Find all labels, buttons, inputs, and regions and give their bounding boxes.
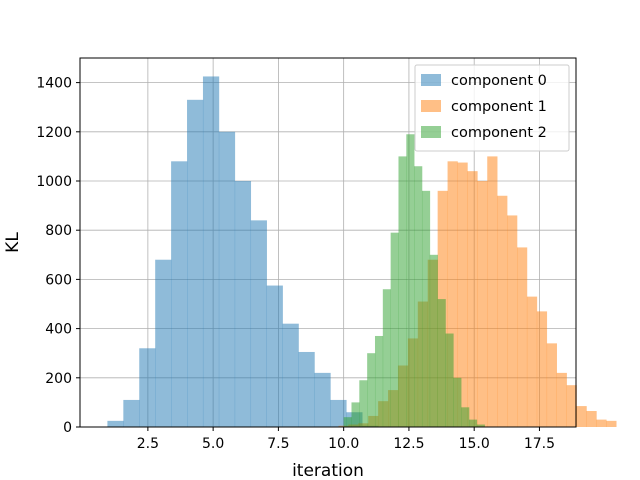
x-tick-label: 17.5 xyxy=(524,436,555,452)
histogram-bar xyxy=(421,190,431,427)
histogram-bar xyxy=(487,156,498,427)
x-tick-label: 5.0 xyxy=(202,436,224,452)
histogram-bar xyxy=(218,131,236,428)
legend-swatch xyxy=(421,126,441,138)
y-axis: 0 200 400 600 800 1000 1200 1400 xyxy=(36,76,80,436)
histogram-bar xyxy=(330,399,347,427)
histogram-bar xyxy=(461,407,470,427)
x-tick-label: 15.0 xyxy=(459,436,490,452)
histogram-bar xyxy=(556,372,567,427)
plot-frame xyxy=(79,57,577,428)
histogram-bar xyxy=(576,406,587,427)
x-axis: 2.5 5.0 7.5 10.0 12.5 15.0 17.5 xyxy=(137,427,555,452)
histogram-bar xyxy=(338,425,349,427)
histogram-bar xyxy=(453,377,462,427)
histogram-bar xyxy=(437,299,446,427)
histogram-bar xyxy=(187,99,204,427)
histogram-bar xyxy=(382,289,391,427)
histogram-bar xyxy=(517,247,528,427)
legend-label: component 1 xyxy=(451,99,547,115)
y-tick-label: 1400 xyxy=(36,76,72,92)
series-0 xyxy=(107,76,379,428)
histogram-bar xyxy=(282,323,299,427)
histogram-bar xyxy=(202,76,220,427)
series-2 xyxy=(343,134,485,428)
histogram-bar xyxy=(343,417,352,427)
histogram-bar xyxy=(467,171,478,427)
x-tick-label: 2.5 xyxy=(137,436,159,452)
y-tick-label: 0 xyxy=(63,420,72,436)
histogram-bar xyxy=(476,424,485,427)
legend-label: component 0 xyxy=(451,73,547,89)
histogram-bar xyxy=(429,254,438,427)
histogram-bar xyxy=(447,161,458,427)
x-tick-label: 7.5 xyxy=(267,436,289,452)
histogram-bar xyxy=(314,372,331,427)
y-tick-label: 1000 xyxy=(36,174,72,190)
histogram-bar xyxy=(390,232,399,427)
histogram-bar xyxy=(445,333,454,427)
histogram-bar xyxy=(359,380,368,427)
histogram-bar xyxy=(536,311,548,427)
histogram-bar xyxy=(374,335,384,427)
legend-label: component 2 xyxy=(451,125,547,141)
y-tick-label: 400 xyxy=(45,322,72,338)
histogram-bar xyxy=(107,420,124,427)
legend: component 0 component 1 component 2 xyxy=(414,64,570,152)
histogram-bar xyxy=(406,134,415,427)
histogram-bar xyxy=(266,285,283,427)
histogram-bar xyxy=(155,259,172,427)
x-tick-label: 12.5 xyxy=(393,436,424,452)
histogram-bar xyxy=(507,215,518,427)
histogram-bar xyxy=(367,353,376,427)
x-tick-label: 10.0 xyxy=(328,436,359,452)
legend-box xyxy=(414,64,570,152)
y-tick-label: 1200 xyxy=(36,125,72,141)
y-tick-label: 200 xyxy=(45,371,72,387)
legend-swatch xyxy=(421,100,441,112)
histogram-bar xyxy=(596,419,607,427)
x-axis-label: iteration xyxy=(292,461,364,480)
histogram-bar xyxy=(298,351,315,427)
histogram-bar xyxy=(250,220,267,427)
histogram-bar xyxy=(123,399,140,427)
y-axis-label: KL xyxy=(3,232,23,253)
legend-swatch xyxy=(421,74,441,86)
histogram-bar xyxy=(477,181,488,427)
histogram-bar xyxy=(546,343,557,427)
histogram-bar xyxy=(414,166,423,428)
histogram-bar xyxy=(351,402,360,427)
histogram-bar xyxy=(468,419,478,427)
histogram-bar xyxy=(566,385,577,427)
histogram-bar xyxy=(457,162,468,428)
histogram-bar xyxy=(139,348,156,427)
histogram-bar xyxy=(234,181,252,427)
histogram-bar xyxy=(606,420,617,427)
y-tick-label: 800 xyxy=(45,223,72,239)
y-tick-label: 600 xyxy=(45,272,72,288)
histogram-bar xyxy=(497,195,508,427)
histogram-bar xyxy=(171,161,188,427)
histogram-bar xyxy=(526,296,538,427)
histogram-bar xyxy=(586,411,597,427)
histogram-bar xyxy=(398,156,407,427)
bars xyxy=(107,76,617,428)
